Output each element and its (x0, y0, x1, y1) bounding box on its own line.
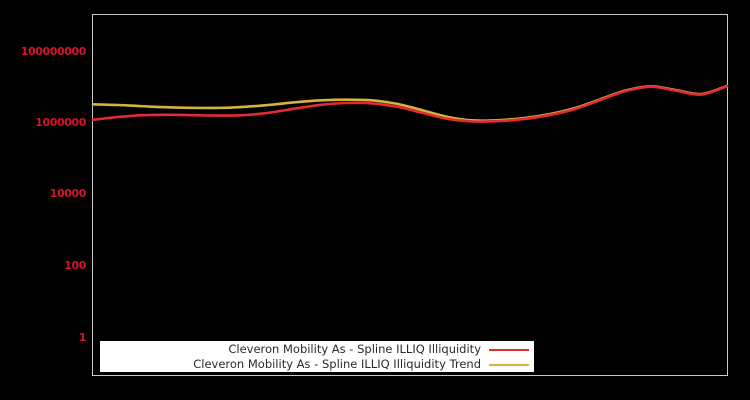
legend-color-swatch (489, 348, 529, 351)
y-axis-tick-labels: 100000000 1000000 10000 100 1 (0, 0, 87, 400)
legend: Cleveron Mobility As - Spline ILLIQ Illi… (100, 341, 534, 372)
legend-item-label: Cleveron Mobility As - Spline ILLIQ Illi… (193, 356, 481, 371)
legend-item[interactable]: Cleveron Mobility As - Spline ILLIQ Illi… (101, 342, 535, 357)
legend-item-label: Cleveron Mobility As - Spline ILLIQ Illi… (228, 341, 481, 356)
legend-color-swatch (489, 363, 529, 366)
y-tick-label: 1 (78, 331, 87, 344)
y-tick-label: 100 (64, 259, 86, 272)
plot-area (92, 14, 728, 376)
y-tick-label: 100000000 (20, 45, 87, 58)
y-tick-label: 1000000 (35, 116, 86, 129)
y-tick-label: 10000 (49, 187, 87, 200)
legend-item[interactable]: Cleveron Mobility As - Spline ILLIQ Illi… (101, 357, 535, 372)
